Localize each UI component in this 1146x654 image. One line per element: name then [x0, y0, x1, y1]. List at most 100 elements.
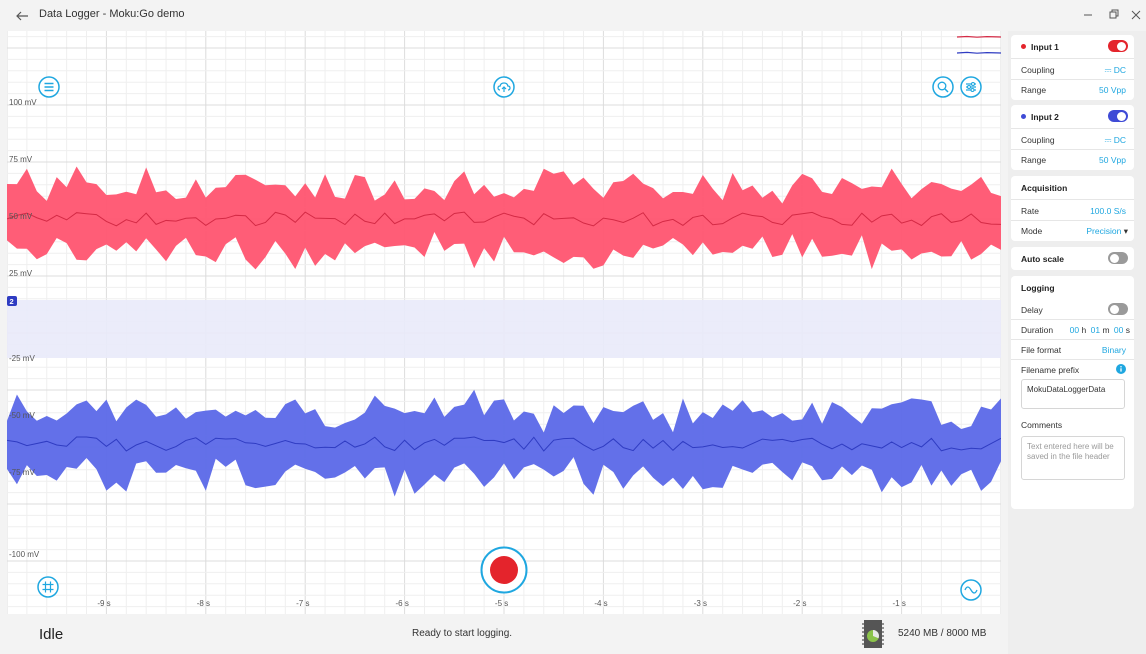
x-tick-label: -4 s: [594, 599, 607, 608]
input1-card: Input 1 Coupling ⎓ DC Range 50 Vpp: [1011, 35, 1134, 100]
comments-label: Comments: [1021, 420, 1063, 430]
input2-range-row[interactable]: Range 50 Vpp: [1011, 149, 1134, 169]
channel2-offset-band: [7, 300, 1001, 358]
logging-header: Logging: [1011, 277, 1134, 297]
x-axis-ticks: -9 s -8 s -7 s -6 s -5 s -4 s -3 s -2 s -1 s: [97, 599, 906, 608]
input2-card: Input 2 Coupling ⎓ DC Range 50 Vpp: [1011, 105, 1134, 170]
title-bar: Data Logger - Moku:Go demo: [0, 0, 1146, 31]
comments-input[interactable]: Text entered here will be saved in the f…: [1021, 436, 1125, 480]
y-axis-ticks: 100 mV 75 mV 50 mV 25 mV -25 mV -50 mV -75 mV -…: [9, 98, 40, 559]
mode-dropdown[interactable]: Precision ▾: [1086, 226, 1128, 236]
range-label: Range: [1021, 155, 1047, 165]
restore-icon[interactable]: [1103, 6, 1123, 24]
status-message: Ready to start logging.: [412, 628, 513, 639]
duration-label: Duration: [1021, 325, 1054, 335]
cloud-upload-icon[interactable]: [493, 76, 515, 98]
file-format-label: File format: [1021, 345, 1062, 355]
x-tick-label: -7 s: [296, 599, 309, 608]
delay-toggle[interactable]: [1108, 303, 1128, 315]
plot-traces: [7, 166, 1001, 497]
status-bar: Idle Ready to start logging. 5240 MB / 8…: [7, 614, 1001, 654]
x-tick-label: -3 s: [694, 599, 707, 608]
storage-usage: 5240 MB / 8000 MB: [898, 628, 987, 639]
filename-prefix-row: Filename prefix: [1011, 359, 1134, 379]
close-icon[interactable]: [1126, 6, 1146, 24]
settings-sliders-icon[interactable]: [960, 76, 982, 98]
minimize-icon[interactable]: [1078, 6, 1098, 24]
input2-range-value[interactable]: 50 Vpp: [1099, 155, 1126, 165]
info-icon[interactable]: [1116, 364, 1126, 374]
channel2-marker[interactable]: 2: [7, 296, 17, 306]
channel1-trace: [7, 211, 1001, 227]
input2-header: Input 2: [1011, 106, 1134, 126]
x-tick-label: -2 s: [793, 599, 806, 608]
grid-icon[interactable]: [37, 576, 59, 598]
duration-minutes: 01: [1090, 325, 1101, 335]
y-tick-label: -50 mV: [9, 411, 35, 420]
autoscale-toggle[interactable]: [1108, 252, 1128, 264]
autoscale-row[interactable]: Auto scale: [1011, 248, 1134, 268]
file-format-row[interactable]: File format Binary: [1011, 339, 1134, 359]
logging-title: Logging: [1021, 283, 1055, 293]
x-tick-label: -8 s: [197, 599, 210, 608]
coupling-label: Coupling: [1021, 65, 1055, 75]
svg-text:2: 2: [10, 297, 14, 306]
autoscale-card: Auto scale: [1011, 247, 1134, 270]
data-plot[interactable]: 100 mV 75 mV 50 mV 25 mV -25 mV -50 mV -75 mV -…: [7, 31, 1001, 614]
acquisition-title: Acquisition: [1021, 183, 1068, 193]
mode-row[interactable]: Mode Precision ▾: [1011, 220, 1134, 240]
zoom-icon[interactable]: [932, 76, 954, 98]
menu-icon[interactable]: [38, 76, 60, 98]
autoscale-label: Auto scale: [1021, 254, 1064, 264]
comments-row: Comments: [1011, 414, 1134, 434]
x-tick-label: -9 s: [97, 599, 110, 608]
settings-panel: Input 1 Coupling ⎓ DC Range 50 Vpp Input…: [1008, 31, 1146, 654]
rate-label: Rate: [1021, 206, 1039, 216]
delay-label: Delay: [1021, 305, 1043, 315]
y-tick-label: -75 mV: [9, 468, 35, 477]
plot-area[interactable]: 100 mV 75 mV 50 mV 25 mV -25 mV -50 mV -75 mV -…: [7, 31, 1001, 614]
rate-value[interactable]: 100.0 S/s: [1090, 206, 1126, 216]
acquisition-card: Acquisition Rate 100.0 S/s Mode Precisio…: [1011, 176, 1134, 241]
x-tick-label: -6 s: [396, 599, 409, 608]
input2-color-dot: [1021, 114, 1026, 119]
input1-coupling-row[interactable]: Coupling ⎓ DC: [1011, 59, 1134, 79]
back-arrow-icon[interactable]: [15, 9, 29, 23]
filename-prefix-input[interactable]: MokuDataLoggerData: [1021, 379, 1125, 409]
y-tick-label: 100 mV: [9, 98, 37, 107]
filename-prefix-label: Filename prefix: [1021, 365, 1080, 375]
record-button[interactable]: [479, 545, 529, 595]
input1-coupling-value[interactable]: ⎓ DC: [1104, 65, 1126, 75]
overview-strip: [956, 35, 1001, 54]
mode-label: Mode: [1021, 226, 1043, 236]
duration-value[interactable]: 00 h 01 m 00 s: [1069, 325, 1130, 335]
duration-seconds: 00: [1113, 325, 1124, 335]
input2-label: Input 2: [1031, 112, 1059, 122]
logger-state: Idle: [39, 626, 64, 643]
input1-color-dot: [1021, 44, 1026, 49]
channel2-envelope: [7, 389, 1001, 497]
x-tick-label: -5 s: [495, 599, 508, 608]
input1-range-row[interactable]: Range 50 Vpp: [1011, 79, 1134, 99]
input1-toggle[interactable]: [1108, 40, 1128, 52]
channel1-envelope: [7, 166, 1001, 270]
rate-row[interactable]: Rate 100.0 S/s: [1011, 200, 1134, 220]
chevron-down-icon: ▾: [1123, 226, 1128, 236]
duration-hours: 00: [1069, 325, 1080, 335]
duration-row[interactable]: Duration 00 h 01 m 00 s: [1011, 319, 1134, 339]
y-tick-label: 75 mV: [9, 155, 33, 164]
input1-range-value[interactable]: 50 Vpp: [1099, 85, 1126, 95]
input2-toggle[interactable]: [1108, 110, 1128, 122]
coupling-label: Coupling: [1021, 135, 1055, 145]
input2-coupling-row[interactable]: Coupling ⎓ DC: [1011, 129, 1134, 149]
input1-label: Input 1: [1031, 42, 1059, 52]
logging-card: Logging Delay Duration 00 h 01 m 00 s Fi…: [1011, 276, 1134, 509]
delay-row[interactable]: Delay: [1011, 299, 1134, 319]
waveform-icon[interactable]: [960, 579, 982, 601]
file-format-value[interactable]: Binary: [1101, 345, 1126, 355]
input2-coupling-value[interactable]: ⎓ DC: [1104, 135, 1126, 145]
range-label: Range: [1021, 85, 1047, 95]
y-tick-label: -100 mV: [9, 550, 40, 559]
y-tick-label: 25 mV: [9, 269, 33, 278]
window-title: Data Logger - Moku:Go demo: [39, 8, 185, 20]
